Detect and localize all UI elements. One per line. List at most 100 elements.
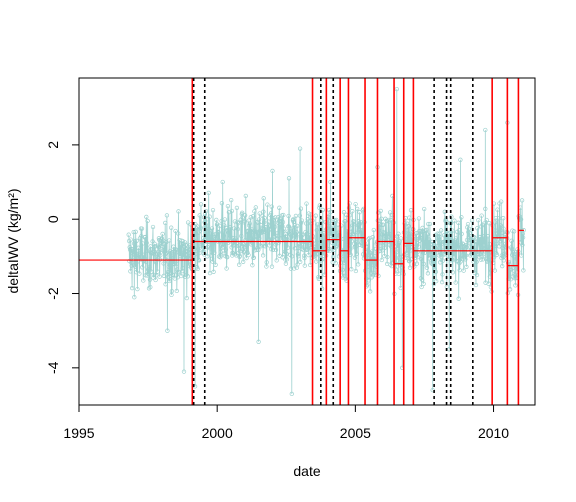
observation-point [439, 279, 445, 285]
observation-point [158, 250, 163, 255]
observation-point [512, 268, 517, 274]
y-axis-label: deltaIWV (kg/m²) [5, 188, 21, 293]
observation-point [320, 207, 325, 213]
observation-point [232, 219, 238, 224]
observation-point [293, 236, 298, 242]
observation-point [215, 222, 220, 227]
observation-point [216, 230, 221, 235]
observation-point [453, 236, 459, 241]
observation-point [354, 239, 359, 245]
observation-point [135, 286, 140, 292]
observation-point [266, 219, 271, 224]
observation-point [440, 258, 445, 263]
observation-point [298, 206, 304, 211]
observation-point [165, 270, 171, 275]
observation-point [244, 243, 249, 249]
observation-point [455, 245, 461, 250]
observation-point [304, 247, 309, 252]
observation-point [179, 268, 185, 274]
observation-point [350, 231, 356, 236]
observation-point [464, 264, 469, 269]
observation-point [286, 213, 291, 219]
observation-point [395, 245, 401, 251]
observation-point [181, 369, 187, 374]
observation-point [261, 196, 266, 201]
observation-point [298, 244, 303, 249]
observation-point [500, 263, 505, 269]
observation-point [218, 253, 224, 258]
observation-point [136, 245, 141, 250]
observation-point [415, 254, 421, 260]
observation-point [425, 271, 431, 276]
observation-point [260, 229, 265, 234]
observation-point [208, 234, 213, 239]
observation-point [234, 243, 239, 249]
observation-point [463, 253, 469, 258]
observation-point [414, 261, 420, 266]
observation-point [479, 213, 484, 218]
observation-point [130, 247, 135, 252]
observation-point [258, 244, 263, 249]
observation-point [257, 236, 262, 241]
observation-point [255, 231, 260, 236]
observation-point [243, 193, 248, 199]
observation-point [388, 244, 394, 249]
observation-point [283, 261, 289, 266]
observation-point [424, 239, 429, 244]
y-tick-label: 0 [45, 215, 61, 223]
observation-point [319, 219, 324, 224]
observation-point [272, 224, 278, 230]
observation-point [425, 232, 430, 237]
observation-point [474, 272, 480, 278]
observation-point [182, 240, 188, 245]
observation-point [284, 257, 290, 262]
x-tick-label: 1995 [63, 425, 94, 441]
observation-point [456, 220, 461, 225]
observation-point [140, 241, 145, 246]
observation-point [349, 238, 355, 244]
observation-point [151, 275, 156, 280]
observation-point [126, 232, 131, 237]
observation-point [447, 236, 452, 241]
observation-point [184, 295, 189, 301]
observation-point [362, 244, 367, 249]
observation-point [370, 235, 375, 240]
observation-point [137, 236, 143, 241]
x-axis-label: date [293, 463, 320, 479]
observation-point [156, 236, 162, 241]
observation-point [250, 263, 255, 268]
observation-point [464, 244, 469, 249]
observation-point [378, 208, 383, 214]
x-tick-label: 2010 [478, 425, 509, 441]
observation-point [513, 251, 518, 257]
observation-point [352, 255, 358, 260]
x-tick-label: 2005 [340, 425, 371, 441]
observation-point [511, 229, 517, 234]
observation-point [446, 231, 452, 236]
observation-point [478, 257, 484, 262]
observation-point [370, 249, 375, 254]
x-tick-label: 2000 [202, 425, 233, 441]
observation-point [481, 242, 487, 247]
observation-point [152, 249, 157, 254]
observation-point [480, 257, 486, 262]
observation-point [294, 229, 299, 235]
observation-point [217, 223, 222, 228]
observation-point [132, 239, 138, 244]
observation-point [262, 215, 267, 221]
observation-point [330, 224, 335, 229]
observation-point [384, 231, 389, 237]
observation-point [195, 266, 200, 272]
observation-point [209, 233, 214, 239]
observation-point [349, 267, 354, 272]
observation-point [210, 207, 216, 213]
observation-point [366, 236, 371, 242]
observation-point [197, 213, 202, 218]
observation-point [244, 255, 249, 261]
observation-point [405, 248, 410, 253]
observation-point [170, 272, 176, 278]
observation-point [267, 243, 272, 248]
observation-point [465, 247, 470, 252]
observation-point [481, 234, 486, 239]
observation-point [353, 268, 359, 274]
